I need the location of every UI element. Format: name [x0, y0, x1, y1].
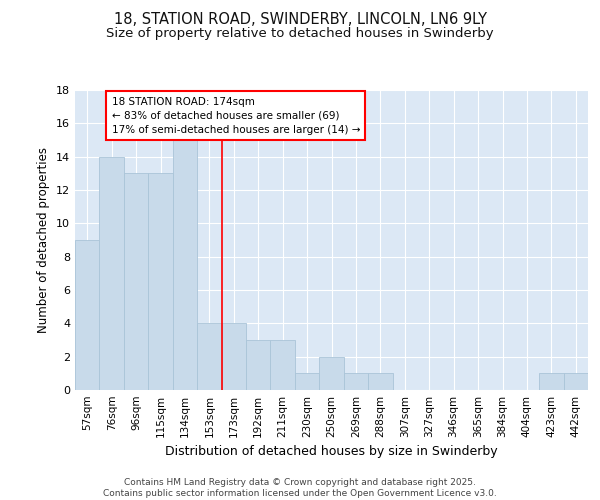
Bar: [124, 174, 148, 390]
Bar: [344, 374, 368, 390]
Text: Size of property relative to detached houses in Swinderby: Size of property relative to detached ho…: [106, 28, 494, 40]
Text: Contains HM Land Registry data © Crown copyright and database right 2025.
Contai: Contains HM Land Registry data © Crown c…: [103, 478, 497, 498]
Bar: [563, 374, 588, 390]
Bar: [100, 156, 124, 390]
Bar: [319, 356, 344, 390]
Y-axis label: Number of detached properties: Number of detached properties: [37, 147, 50, 333]
Bar: [173, 140, 197, 390]
Bar: [271, 340, 295, 390]
Text: 18 STATION ROAD: 174sqm
← 83% of detached houses are smaller (69)
17% of semi-de: 18 STATION ROAD: 174sqm ← 83% of detache…: [112, 96, 360, 134]
Bar: [539, 374, 563, 390]
Bar: [75, 240, 100, 390]
Bar: [148, 174, 173, 390]
Bar: [197, 324, 221, 390]
Bar: [221, 324, 246, 390]
Text: 18, STATION ROAD, SWINDERBY, LINCOLN, LN6 9LY: 18, STATION ROAD, SWINDERBY, LINCOLN, LN…: [113, 12, 487, 28]
Bar: [368, 374, 392, 390]
Bar: [295, 374, 319, 390]
Bar: [246, 340, 271, 390]
X-axis label: Distribution of detached houses by size in Swinderby: Distribution of detached houses by size …: [165, 446, 498, 458]
